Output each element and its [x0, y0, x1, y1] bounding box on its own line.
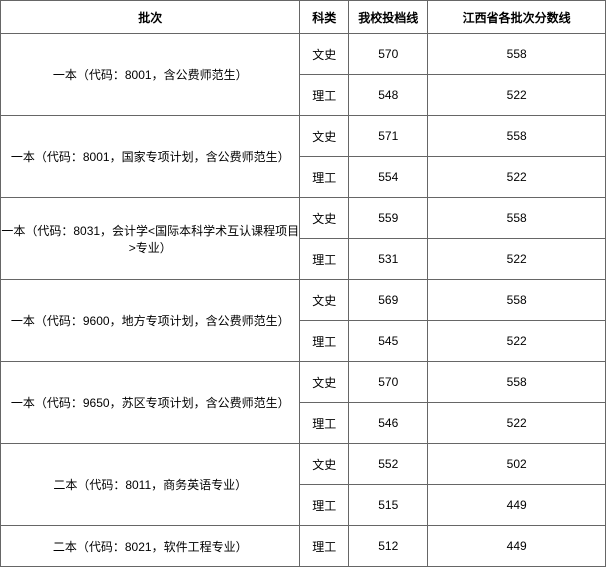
admission-table-container: 批次 科类 我校投档线 江西省各批次分数线 一本（代码：8001，含公费师范生）…: [0, 0, 606, 567]
table-row: 二本（代码：8011，商务英语专业）文史552502: [1, 444, 606, 485]
table-body: 一本（代码：8001，含公费师范生）文史570558理工548522一本（代码：…: [1, 34, 606, 567]
subject-cell: 文史: [300, 198, 349, 239]
table-row: 一本（代码：8001，含公费师范生）文史570558: [1, 34, 606, 75]
table-row: 一本（代码：8001，国家专项计划，含公费师范生）文史571558: [1, 116, 606, 157]
subject-cell: 理工: [300, 75, 349, 116]
school-line-cell: 515: [349, 485, 428, 526]
batch-name-cell: 二本（代码：8011，商务英语专业）: [1, 444, 300, 526]
batch-name-cell: 二本（代码：8021，软件工程专业）: [1, 526, 300, 567]
table-row: 一本（代码：8031，会计学<国际本科学术互认课程项目>专业）文史559558: [1, 198, 606, 239]
subject-cell: 理工: [300, 157, 349, 198]
province-line-cell: 558: [428, 280, 606, 321]
subject-cell: 理工: [300, 239, 349, 280]
province-line-cell: 502: [428, 444, 606, 485]
school-line-cell: 571: [349, 116, 428, 157]
batch-name-cell: 一本（代码：8031，会计学<国际本科学术互认课程项目>专业）: [1, 198, 300, 280]
header-batch: 批次: [1, 1, 300, 34]
province-line-cell: 522: [428, 75, 606, 116]
school-line-cell: 546: [349, 403, 428, 444]
province-line-cell: 522: [428, 157, 606, 198]
province-line-cell: 522: [428, 321, 606, 362]
province-line-cell: 522: [428, 403, 606, 444]
header-row: 批次 科类 我校投档线 江西省各批次分数线: [1, 1, 606, 34]
school-line-cell: 569: [349, 280, 428, 321]
admission-table: 批次 科类 我校投档线 江西省各批次分数线 一本（代码：8001，含公费师范生）…: [0, 0, 606, 567]
subject-cell: 理工: [300, 403, 349, 444]
school-line-cell: 548: [349, 75, 428, 116]
school-line-cell: 554: [349, 157, 428, 198]
school-line-cell: 570: [349, 362, 428, 403]
province-line-cell: 558: [428, 362, 606, 403]
province-line-cell: 449: [428, 526, 606, 567]
subject-cell: 文史: [300, 34, 349, 75]
subject-cell: 文史: [300, 280, 349, 321]
school-line-cell: 512: [349, 526, 428, 567]
header-school-line: 我校投档线: [349, 1, 428, 34]
table-row: 一本（代码：9650，苏区专项计划，含公费师范生）文史570558: [1, 362, 606, 403]
subject-cell: 文史: [300, 444, 349, 485]
school-line-cell: 552: [349, 444, 428, 485]
table-row: 二本（代码：8021，软件工程专业）理工512449: [1, 526, 606, 567]
school-line-cell: 531: [349, 239, 428, 280]
subject-cell: 理工: [300, 485, 349, 526]
batch-name-cell: 一本（代码：9600，地方专项计划，含公费师范生）: [1, 280, 300, 362]
batch-name-cell: 一本（代码：8001，国家专项计划，含公费师范生）: [1, 116, 300, 198]
province-line-cell: 558: [428, 34, 606, 75]
header-province-line: 江西省各批次分数线: [428, 1, 606, 34]
school-line-cell: 545: [349, 321, 428, 362]
school-line-cell: 570: [349, 34, 428, 75]
batch-name-cell: 一本（代码：8001，含公费师范生）: [1, 34, 300, 116]
subject-cell: 理工: [300, 526, 349, 567]
province-line-cell: 558: [428, 198, 606, 239]
subject-cell: 文史: [300, 116, 349, 157]
subject-cell: 理工: [300, 321, 349, 362]
batch-name-cell: 一本（代码：9650，苏区专项计划，含公费师范生）: [1, 362, 300, 444]
subject-cell: 文史: [300, 362, 349, 403]
header-subject: 科类: [300, 1, 349, 34]
province-line-cell: 522: [428, 239, 606, 280]
school-line-cell: 559: [349, 198, 428, 239]
table-row: 一本（代码：9600，地方专项计划，含公费师范生）文史569558: [1, 280, 606, 321]
province-line-cell: 449: [428, 485, 606, 526]
province-line-cell: 558: [428, 116, 606, 157]
